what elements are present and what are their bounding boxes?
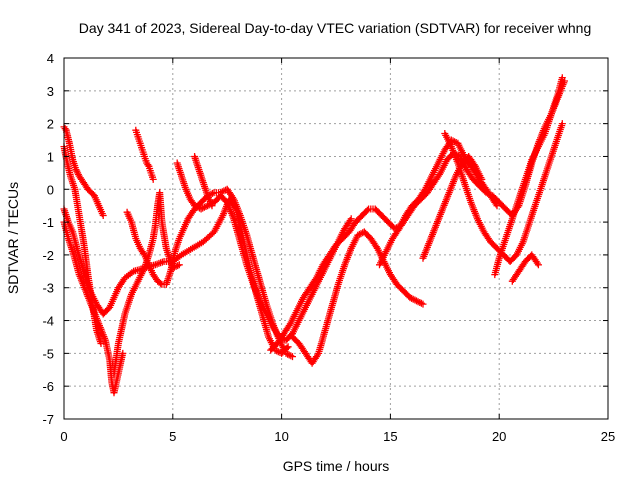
series-arc-11 (289, 228, 427, 367)
plot-frame (63, 57, 609, 420)
series-arc-8 (173, 159, 355, 344)
series-markers (376, 136, 501, 269)
series-arc-10 (267, 77, 568, 354)
series-arc-9 (191, 153, 216, 210)
series-markers (419, 153, 486, 262)
series-markers (123, 185, 296, 361)
series-markers (508, 251, 542, 285)
x-tick-label: 20 (492, 429, 506, 444)
series-arc-7 (132, 126, 157, 183)
series-arc-6 (123, 185, 296, 361)
x-tick-label: 15 (383, 429, 397, 444)
series-arc-12 (376, 136, 501, 269)
series-markers (491, 74, 566, 279)
data-points (60, 74, 568, 397)
y-tick-label: 2 (47, 117, 54, 132)
y-axis-label: SDTVAR / TECUs (5, 182, 21, 294)
grid (64, 58, 608, 419)
chart-title: Day 341 of 2023, Sidereal Day-to-day VTE… (79, 20, 592, 36)
x-tick-label: 0 (60, 429, 67, 444)
series-markers (191, 153, 216, 210)
y-tick-label: -3 (42, 281, 54, 296)
series-arc-16 (508, 251, 542, 285)
x-axis-label: GPS time / hours (283, 458, 390, 474)
y-tick-label: 3 (47, 84, 54, 99)
y-tick-label: -5 (42, 346, 54, 361)
y-tick-label: 1 (47, 149, 54, 164)
series-arc-15 (491, 74, 566, 279)
series-markers (132, 126, 157, 183)
y-tick-label: -4 (42, 314, 54, 329)
x-tick-label: 25 (601, 429, 615, 444)
y-tick-label: 0 (47, 182, 54, 197)
y-tick-label: -2 (42, 248, 54, 263)
y-tick-label: -6 (42, 379, 54, 394)
y-tick-label: -1 (42, 215, 54, 230)
axis-ticks: 0 5 10 15 20 25 -7 -6 -5 -4 -3 -2 -1 0 1 2 3 4 (42, 51, 615, 444)
series-arc-3 (60, 123, 107, 219)
series-markers (173, 159, 355, 344)
y-tick-label: 4 (47, 51, 54, 66)
series-markers (267, 77, 568, 354)
x-tick-label: 10 (274, 429, 288, 444)
series-markers (289, 228, 427, 367)
y-tick-label: -7 (42, 412, 54, 427)
x-tick-label: 5 (169, 429, 176, 444)
series-markers (60, 123, 107, 219)
series-arc-14 (419, 153, 486, 262)
